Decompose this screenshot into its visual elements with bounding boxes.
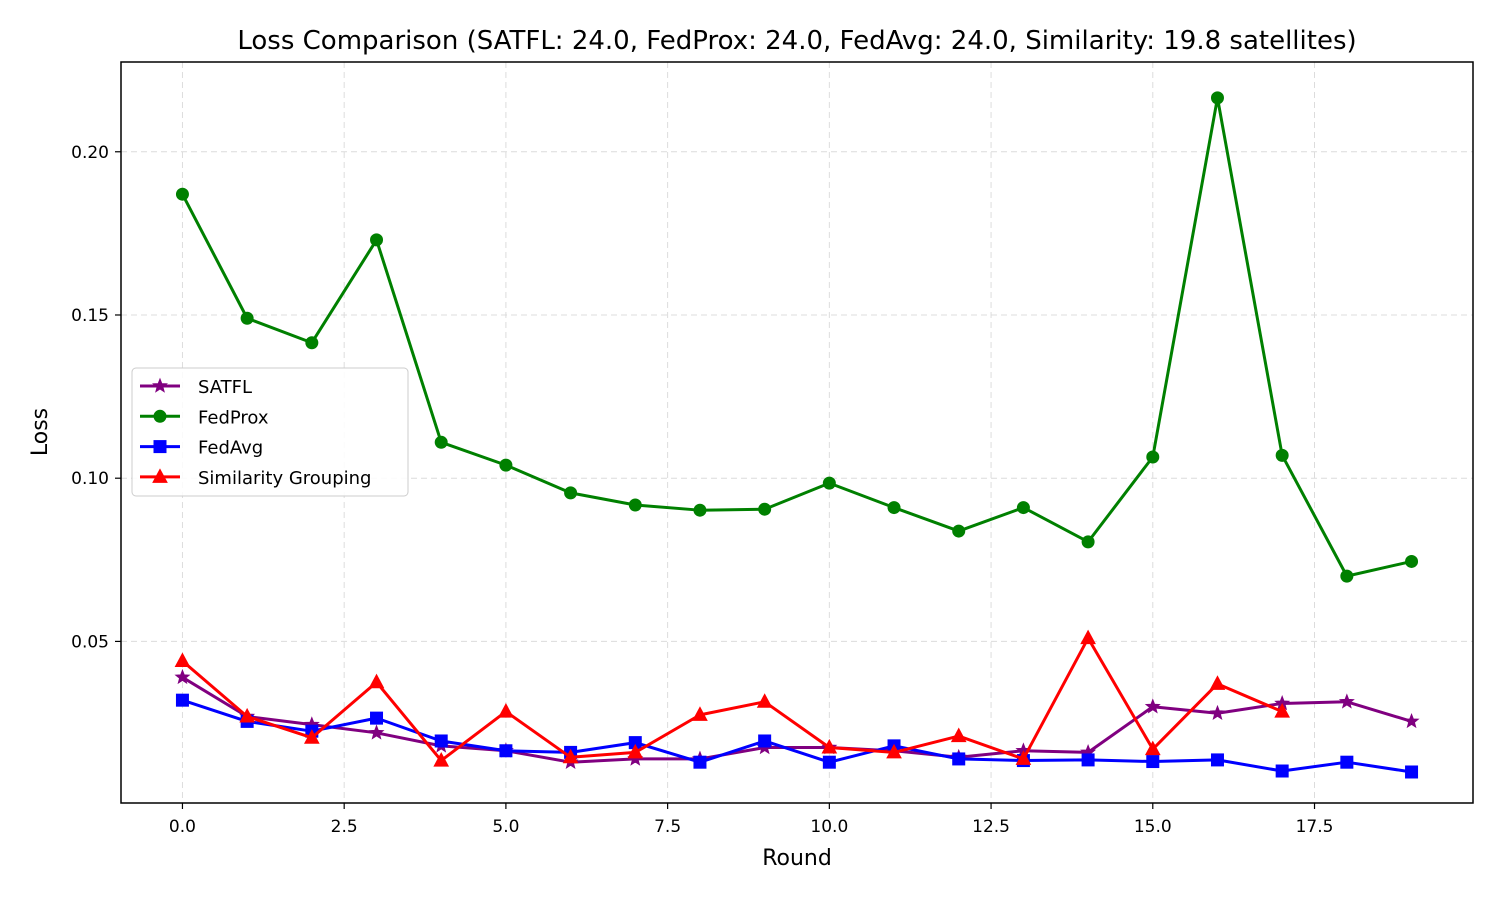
y-axis-label: Loss	[28, 408, 53, 456]
x-tick-label: 17.5	[1296, 817, 1334, 837]
data-point-satfl	[368, 724, 385, 740]
data-point-fedavg	[952, 752, 966, 766]
legend-label: Similarity Grouping	[198, 468, 371, 489]
data-point-fedprox	[822, 476, 836, 490]
data-point-fedprox	[434, 435, 448, 449]
series-line-satfl	[181, 676, 1412, 764]
data-point-fedavg	[1146, 755, 1160, 769]
data-point-satfl	[1144, 698, 1161, 714]
data-point-fedprox	[693, 503, 707, 517]
data-point-similarity-grouping	[562, 748, 579, 764]
data-point-similarity-grouping	[368, 673, 385, 689]
y-tick-label: 0.15	[71, 306, 109, 326]
data-point-fedprox	[1275, 448, 1289, 462]
data-point-satfl	[174, 668, 191, 685]
data-point-fedprox	[1405, 554, 1419, 568]
data-point-fedprox	[1081, 535, 1095, 549]
data-point-satfl	[1403, 712, 1420, 729]
legend: SATFL FedProx FedAvg Similarity Grouping	[131, 367, 409, 497]
legend-marker	[152, 377, 168, 393]
data-point-fedprox	[499, 458, 513, 472]
y-tick-label: 0.20	[71, 143, 109, 163]
legend-item-fedavg: FedAvg	[140, 438, 263, 459]
data-point-similarity-grouping	[174, 652, 191, 668]
data-point-similarity-grouping	[886, 743, 902, 759]
data-point-fedavg	[175, 693, 189, 707]
data-point-fedavg	[434, 734, 448, 748]
axis-ticks: 0.0 2.5 5.0 7.5 10.0 12.5 15.0 17.5 0.05 0.10 0.15…	[71, 143, 1333, 837]
data-point-similarity-grouping	[303, 729, 320, 744]
data-point-similarity-grouping	[239, 707, 255, 723]
legend-item-fedprox: FedProx	[140, 407, 269, 428]
series-fedprox	[175, 91, 1419, 583]
data-point-fedprox	[1210, 91, 1224, 105]
data-point-satfl	[1209, 704, 1226, 721]
data-point-fedprox	[1340, 569, 1354, 583]
data-point-fedavg	[693, 755, 707, 769]
series-similarity-grouping	[174, 629, 1291, 767]
series-line-fedavg	[181, 698, 1412, 774]
x-tick-label: 10.0	[810, 817, 848, 837]
data-point-fedprox	[175, 187, 189, 201]
series-fedavg	[175, 693, 1419, 779]
data-point-fedavg	[370, 711, 384, 725]
legend-marker	[153, 440, 167, 454]
data-point-fedprox	[240, 311, 254, 325]
data-point-similarity-grouping	[498, 703, 514, 718]
data-point-fedavg	[499, 744, 513, 758]
data-point-fedavg	[758, 734, 772, 748]
legend-label: SATFL	[198, 377, 252, 398]
data-point-similarity-grouping	[433, 752, 450, 767]
data-point-fedprox	[628, 498, 642, 512]
data-point-fedavg	[1405, 765, 1419, 779]
data-point-similarity-grouping	[1080, 629, 1096, 645]
y-tick-label: 0.05	[71, 632, 109, 652]
legend-item-similarity-grouping: Similarity Grouping	[140, 468, 371, 489]
data-point-fedavg	[822, 755, 836, 769]
chart-title: Loss Comparison (SATFL: 24.0, FedProx: 2…	[237, 26, 1356, 56]
data-point-satfl	[1338, 693, 1355, 709]
data-point-fedavg	[1081, 753, 1095, 767]
data-point-similarity-grouping	[692, 706, 708, 721]
x-tick-label: 15.0	[1134, 817, 1172, 837]
data-point-fedprox	[758, 502, 772, 516]
x-tick-label: 12.5	[972, 817, 1010, 837]
series-line-fedprox	[181, 96, 1412, 578]
legend-item-satfl: SATFL	[140, 377, 252, 398]
data-point-fedavg	[1340, 755, 1354, 769]
x-tick-label: 5.0	[492, 817, 519, 837]
data-point-fedprox	[564, 486, 578, 500]
data-point-fedprox	[1016, 501, 1030, 515]
x-tick-label: 7.5	[654, 817, 681, 837]
data-point-fedprox	[370, 233, 384, 247]
data-point-fedprox	[887, 501, 901, 515]
data-point-similarity-grouping	[1209, 675, 1226, 690]
data-point-similarity-grouping	[1274, 703, 1291, 718]
legend-marker	[152, 468, 168, 483]
data-point-similarity-grouping	[756, 693, 773, 708]
y-tick-label: 0.10	[71, 469, 109, 489]
series-layer	[174, 91, 1420, 779]
data-point-similarity-grouping	[1015, 750, 1032, 765]
x-tick-label: 2.5	[331, 817, 358, 837]
series-satfl	[174, 668, 1420, 769]
legend-marker	[153, 409, 167, 423]
legend-label: FedProx	[198, 407, 269, 428]
data-point-fedprox	[1146, 450, 1160, 464]
data-point-fedprox	[305, 336, 319, 350]
x-tick-label: 0.0	[169, 817, 196, 837]
data-point-fedavg	[1275, 764, 1289, 778]
data-point-fedavg	[1210, 753, 1224, 767]
legend-box	[131, 367, 409, 497]
data-point-similarity-grouping	[821, 738, 838, 754]
series-line-similarity-grouping	[181, 636, 1283, 763]
data-point-similarity-grouping	[627, 743, 644, 759]
data-point-similarity-grouping	[1144, 740, 1161, 756]
legend-label: FedAvg	[198, 438, 263, 459]
data-point-similarity-grouping	[950, 727, 967, 743]
x-axis-label: Round	[762, 846, 832, 871]
data-point-fedprox	[952, 524, 966, 538]
plot-frame	[120, 61, 1474, 804]
